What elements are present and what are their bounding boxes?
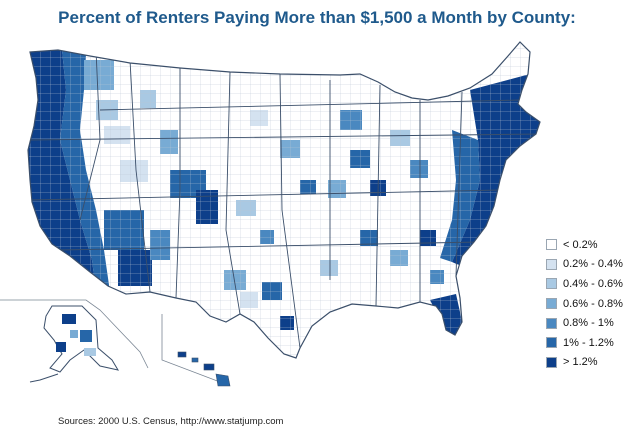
legend-swatch: [546, 278, 557, 290]
legend-swatch: [546, 337, 557, 349]
legend-swatch: [546, 298, 557, 310]
legend-swatch: [546, 239, 557, 251]
legend-item: 0.4% - 0.6%: [546, 274, 632, 294]
legend-label: > 1.2%: [563, 356, 598, 369]
legend-item: < 0.2%: [546, 235, 632, 255]
alaska-inset: [0, 299, 149, 383]
county-fill-layer: [28, 42, 540, 358]
legend-item: 0.6% - 0.8%: [546, 294, 632, 314]
legend-swatch: [546, 258, 557, 270]
legend-label: 0.2% - 0.4%: [563, 258, 623, 271]
legend-label: < 0.2%: [563, 238, 598, 251]
legend-item: 0.8% - 1%: [546, 313, 632, 333]
legend-label: 0.4% - 0.6%: [563, 277, 623, 290]
hawaii-inset: [161, 314, 231, 387]
legend-label: 1% - 1.2%: [563, 336, 614, 349]
legend-swatch: [546, 317, 557, 329]
legend-item: 0.2% - 0.4%: [546, 255, 632, 275]
legend-label: 0.8% - 1%: [563, 317, 614, 330]
source-note: Sources: 2000 U.S. Census, http://www.st…: [58, 416, 284, 427]
map-title: Percent of Renters Paying More than $1,5…: [58, 8, 576, 27]
legend-swatch: [546, 356, 557, 368]
legend-item: 1% - 1.2%: [546, 333, 632, 353]
legend: < 0.2% 0.2% - 0.4% 0.4% - 0.6% 0.6% - 0.…: [546, 235, 632, 372]
legend-label: 0.6% - 0.8%: [563, 297, 623, 310]
us-county-map: [0, 41, 541, 387]
legend-item: > 1.2%: [546, 353, 632, 373]
state-boundaries: [29, 49, 540, 349]
